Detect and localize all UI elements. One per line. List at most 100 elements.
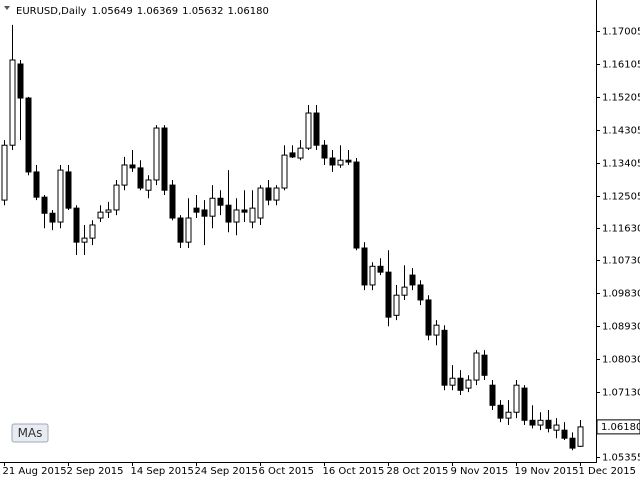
candle-body bbox=[505, 411, 512, 419]
candle-body bbox=[489, 384, 496, 406]
candle-body bbox=[97, 211, 104, 219]
x-tick-label: 16 Oct 2015 bbox=[323, 466, 385, 477]
candle-body bbox=[257, 187, 264, 219]
candle-body bbox=[49, 212, 56, 223]
header-value: 1.06369 bbox=[137, 6, 178, 17]
x-tick-label: 2 Sep 2015 bbox=[67, 466, 124, 477]
candle-body bbox=[89, 224, 96, 239]
candle-body bbox=[377, 265, 384, 273]
candle-body bbox=[513, 384, 520, 413]
x-tick-label: 9 Nov 2015 bbox=[451, 466, 509, 477]
header-value: 1.05632 bbox=[182, 6, 223, 17]
candle-body bbox=[273, 187, 280, 201]
button-box[interactable] bbox=[11, 423, 49, 443]
header-icon bbox=[4, 6, 10, 10]
x-tick-label: 28 Oct 2015 bbox=[387, 466, 449, 477]
candle-body bbox=[9, 59, 16, 146]
y-tick-label: 1.13405 bbox=[602, 159, 640, 170]
candle-body bbox=[329, 157, 336, 166]
candle-body bbox=[137, 167, 144, 189]
y-tick-label: 1.05355 bbox=[602, 453, 640, 464]
candle-body bbox=[521, 387, 528, 421]
candle-body bbox=[449, 377, 456, 386]
header: EURUSD,Daily 1.05649 1.06369 1.05632 1.0618… bbox=[4, 6, 269, 17]
candle-body bbox=[17, 63, 24, 99]
candle-body bbox=[313, 112, 320, 146]
candle-body bbox=[361, 247, 368, 286]
y-tick-label: 1.14305 bbox=[602, 126, 640, 137]
candle-body bbox=[217, 197, 224, 206]
candle-body bbox=[537, 419, 544, 426]
candle-body bbox=[113, 184, 120, 211]
candle-body bbox=[569, 437, 576, 449]
candle-body bbox=[465, 379, 472, 389]
candle-body bbox=[553, 424, 560, 431]
current-price-label: 1.06180 bbox=[601, 422, 640, 433]
candle-body bbox=[497, 404, 504, 419]
candle-body bbox=[73, 207, 80, 243]
candle-body bbox=[289, 152, 296, 158]
x-tick-label: 21 Aug 2015 bbox=[3, 466, 67, 477]
candle-body bbox=[129, 164, 136, 169]
symbol-label: EURUSD,Daily bbox=[16, 6, 87, 17]
candle-body bbox=[121, 164, 128, 186]
candle-body bbox=[153, 127, 160, 181]
candle-body bbox=[561, 429, 568, 439]
y-tick-label: 1.09830 bbox=[602, 289, 640, 300]
y-tick-label: 1.11630 bbox=[602, 224, 640, 235]
candle-body bbox=[321, 144, 328, 159]
candle-body bbox=[249, 207, 256, 223]
candle-body bbox=[545, 419, 552, 429]
candle-body bbox=[337, 159, 344, 166]
header-value: 1.05649 bbox=[91, 6, 132, 17]
y-tick-label: 1.12505 bbox=[602, 192, 640, 203]
candle-body bbox=[241, 209, 248, 213]
candle-body bbox=[401, 286, 408, 296]
candle-body bbox=[185, 217, 192, 243]
candle-body bbox=[25, 97, 32, 173]
y-tick-label: 1.16105 bbox=[602, 60, 640, 71]
candle-body bbox=[201, 209, 208, 217]
y-tick-label: 1.08930 bbox=[602, 322, 640, 333]
candle-body bbox=[481, 354, 488, 376]
x-tick-label: 14 Sep 2015 bbox=[131, 466, 194, 477]
button-label[interactable]: MAs bbox=[18, 426, 43, 440]
y-tick-label: 1.17005 bbox=[602, 27, 640, 38]
candle-body bbox=[297, 147, 304, 159]
candle-body bbox=[57, 169, 64, 223]
candle-body bbox=[369, 265, 376, 286]
candle-body bbox=[145, 179, 152, 191]
current-price-box bbox=[596, 419, 640, 435]
candle-body bbox=[65, 171, 72, 209]
candle-body bbox=[473, 352, 480, 381]
candle-body bbox=[265, 187, 272, 201]
candle-body bbox=[105, 209, 112, 213]
mas-button[interactable]: MAs bbox=[11, 423, 49, 443]
x-tick-label: 1 Dec 2015 bbox=[579, 466, 637, 477]
header-value: 1.06180 bbox=[228, 6, 269, 17]
candle-body bbox=[345, 159, 352, 163]
candle-body bbox=[417, 284, 424, 301]
candle-body bbox=[281, 154, 288, 189]
candle-body bbox=[193, 207, 200, 213]
candle-body bbox=[529, 419, 536, 426]
candle-body bbox=[305, 112, 312, 149]
candle-body bbox=[209, 197, 216, 217]
y-tick-label: 1.15205 bbox=[602, 93, 640, 104]
candle-body bbox=[1, 144, 8, 201]
y-tick-label: 1.07130 bbox=[602, 388, 640, 399]
candle-body bbox=[41, 196, 48, 214]
candle-body bbox=[233, 209, 240, 223]
candle-body bbox=[177, 217, 184, 243]
candle-body bbox=[81, 237, 88, 243]
candle-body bbox=[353, 161, 360, 249]
candle-body bbox=[457, 377, 464, 391]
candle-body bbox=[33, 171, 40, 198]
x-tick-label: 24 Sep 2015 bbox=[195, 466, 258, 477]
candle-body bbox=[169, 184, 176, 219]
candle-body bbox=[385, 271, 392, 318]
candle-body bbox=[577, 426, 584, 447]
candle-body bbox=[225, 204, 232, 223]
